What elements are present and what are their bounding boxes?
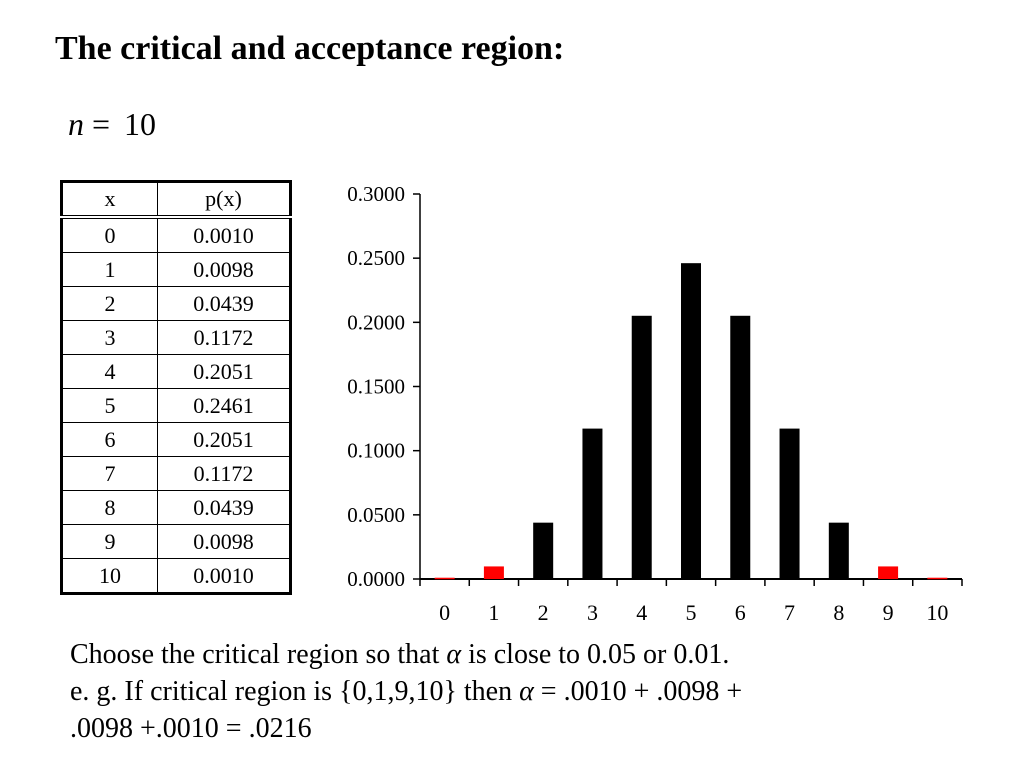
y-tick-label: 0.0500	[347, 503, 405, 527]
sample-size-line: n = 10	[68, 106, 156, 143]
table-row: 0 0.0010	[61, 216, 291, 253]
x-tick-label: 0	[439, 600, 450, 625]
cell-px: 0.2051	[157, 354, 291, 389]
table-row: 4 0.2051	[61, 354, 291, 389]
explanation-text-segment: Choose the critical region so that	[70, 639, 447, 670]
table-row: 6 0.2051	[61, 422, 291, 457]
y-tick-label: 0.2500	[347, 246, 405, 270]
equals-sign: =	[92, 106, 111, 142]
explanation-line-2: e. g. If critical region is {0,1,9,10} t…	[70, 673, 970, 710]
y-tick-label: 0.0000	[347, 567, 405, 591]
cell-px: 0.0098	[157, 524, 291, 559]
bar	[828, 522, 849, 579]
bar	[631, 315, 652, 579]
table-row: 5 0.2461	[61, 388, 291, 423]
table-row: 8 0.0439	[61, 490, 291, 525]
cell-x: 4	[61, 354, 158, 389]
bar	[483, 566, 504, 579]
bar	[582, 428, 603, 579]
cell-x: 10	[61, 558, 158, 594]
table-row: 9 0.0098	[61, 524, 291, 559]
cell-px: 0.1172	[157, 320, 291, 355]
explanation-text-segment: = .0010 + .0098 +	[533, 676, 743, 707]
explanation-line-1: Choose the critical region so that α is …	[70, 636, 970, 673]
table-row: 1 0.0098	[61, 252, 291, 287]
cell-x: 7	[61, 456, 158, 491]
x-tick-label: 3	[587, 600, 598, 625]
cell-px: 0.1172	[157, 456, 291, 491]
cell-x: 8	[61, 490, 158, 525]
explanation-line-3: .0098 +.0010 = .0216	[70, 713, 312, 744]
column-header-px: p(x)	[157, 181, 291, 219]
explanation-text-segment: is close to 0.05 or 0.01.	[461, 639, 730, 670]
bar	[681, 263, 701, 579]
probability-table: x p(x) 0 0.0010 1 0.0098 2 0.0439 3 0.1172 4…	[60, 180, 292, 595]
x-tick-label: 8	[833, 600, 844, 625]
cell-px: 0.0010	[157, 216, 291, 253]
n-value: 10	[124, 106, 157, 142]
bar	[730, 315, 751, 579]
x-tick-label: 5	[686, 600, 697, 625]
x-tick-label: 1	[488, 600, 499, 625]
y-tick-label: 0.2000	[347, 310, 405, 334]
page-title: The critical and acceptance region:	[55, 30, 565, 67]
table-header-row: x p(x)	[61, 181, 291, 219]
cell-x: 0	[61, 216, 158, 253]
alpha-symbol: α	[446, 639, 462, 670]
x-tick-label: 4	[636, 600, 647, 625]
bar	[533, 522, 554, 579]
table-row: 2 0.0439	[61, 286, 291, 321]
y-tick-label: 0.1500	[347, 375, 405, 399]
bar	[779, 428, 800, 579]
y-tick-label: 0.1000	[347, 439, 405, 463]
bar	[927, 577, 948, 580]
table-row: 7 0.1172	[61, 456, 291, 491]
cell-x: 3	[61, 320, 158, 355]
explanation-text: Choose the critical region so that α is …	[70, 636, 970, 747]
cell-x: 6	[61, 422, 158, 457]
table-row: 3 0.1172	[61, 320, 291, 355]
x-tick-label: 7	[784, 600, 795, 625]
n-symbol: n	[68, 106, 84, 142]
cell-x: 5	[61, 388, 158, 423]
x-tick-label: 2	[538, 600, 549, 625]
probability-bar-chart: 0.0000 0.0500 0.1000 0.1500 0.2000 0.2500 0.30…	[347, 182, 963, 625]
cell-px: 0.0439	[157, 490, 291, 525]
cell-x: 9	[61, 524, 158, 559]
cell-x: 2	[61, 286, 158, 321]
cell-px: 0.0010	[157, 558, 291, 594]
cell-x: 1	[61, 252, 158, 287]
table-row: 10 0.0010	[61, 558, 291, 594]
bar	[434, 577, 455, 580]
cell-px: 0.0439	[157, 286, 291, 321]
x-tick-label: 10	[926, 600, 948, 625]
cell-px: 0.0098	[157, 252, 291, 287]
x-tick-label: 6	[735, 600, 746, 625]
y-tick-label: 0.3000	[347, 182, 405, 206]
column-header-x: x	[61, 181, 158, 219]
alpha-symbol: α	[519, 676, 534, 707]
explanation-text-segment: e. g. If critical region is {0,1,9,10} t…	[70, 676, 520, 707]
bar	[878, 566, 899, 579]
cell-px: 0.2051	[157, 422, 291, 457]
cell-px: 0.2461	[157, 388, 291, 423]
x-tick-label: 9	[883, 600, 894, 625]
